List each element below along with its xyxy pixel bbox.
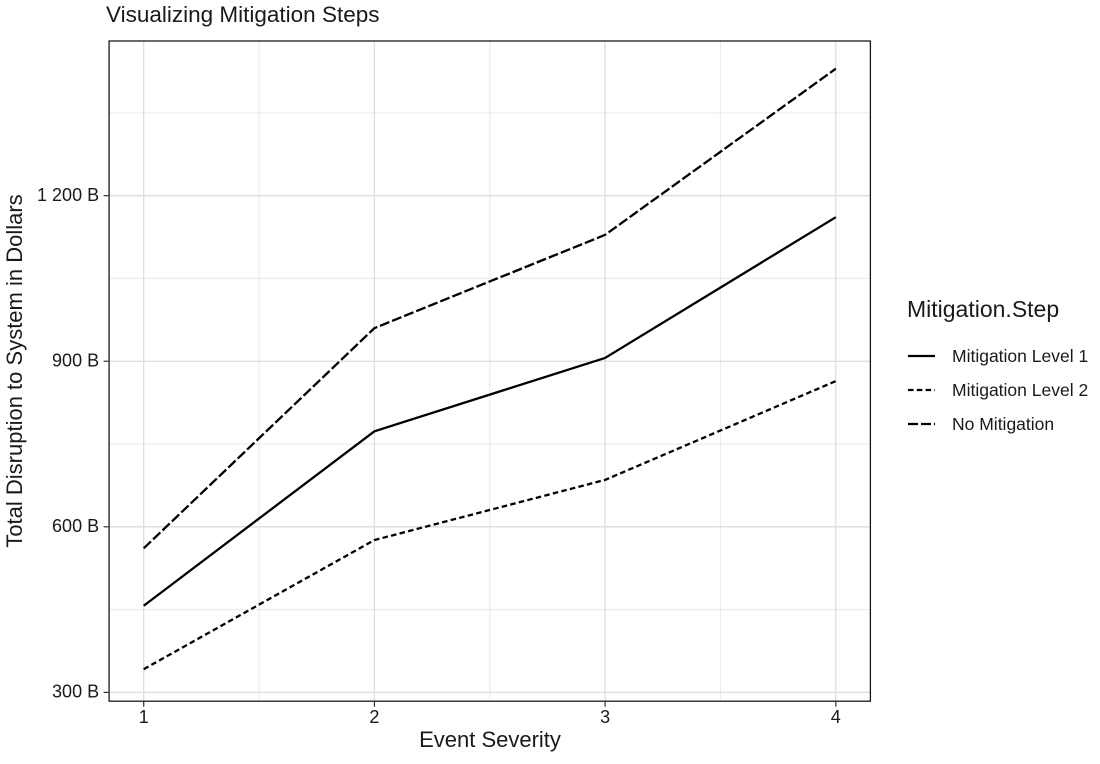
svg-text:4: 4 [831, 707, 841, 727]
svg-text:2: 2 [369, 707, 379, 727]
svg-text:300 B: 300 B [52, 682, 99, 702]
svg-text:1: 1 [139, 707, 149, 727]
svg-text:600 B: 600 B [52, 516, 99, 536]
svg-text:3: 3 [600, 707, 610, 727]
svg-text:900 B: 900 B [52, 350, 99, 370]
svg-text:1 200 B: 1 200 B [37, 185, 99, 205]
